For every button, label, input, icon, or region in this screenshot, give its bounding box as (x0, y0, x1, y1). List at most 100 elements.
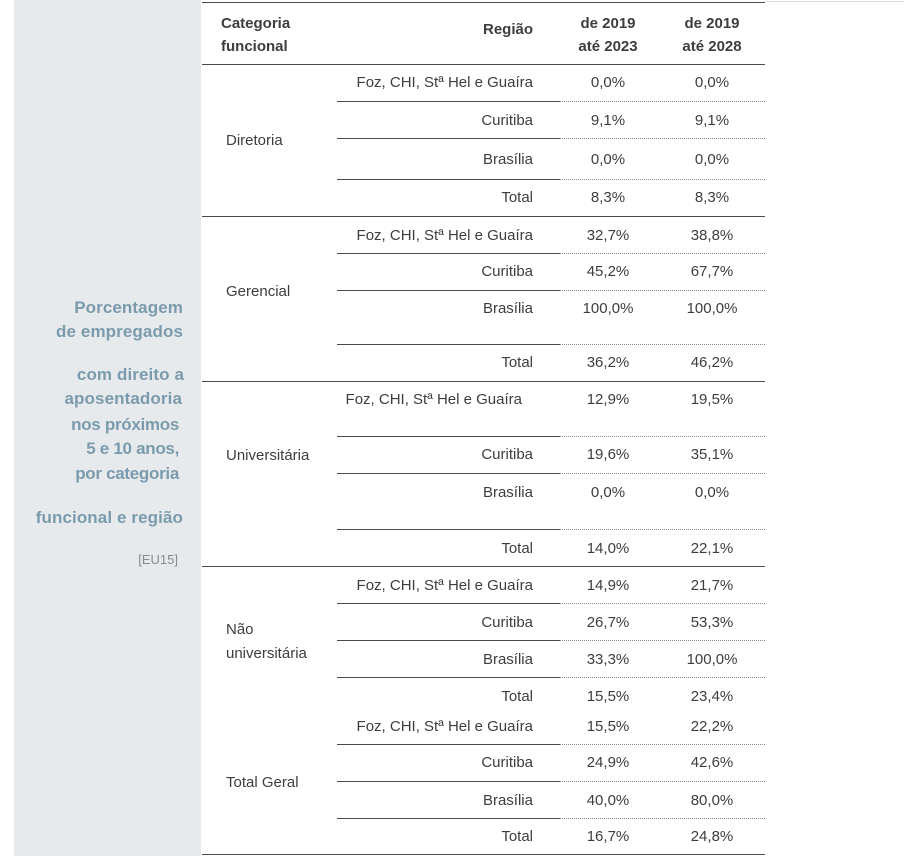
value-cell: 14,0% (586, 540, 630, 557)
sidebar-code: [EU15] (138, 552, 178, 567)
category-label: Não universitária (226, 621, 307, 662)
row-rule-dotted (560, 744, 765, 745)
region-cell: Foz, CHI, Stª Hel e Guaíra (356, 74, 533, 91)
region-cell: Foz, CHI, Stª Hel e Guaíra (356, 577, 533, 594)
region-cell: Brasília (482, 792, 533, 809)
region-cell: Curitiba (481, 263, 533, 280)
value-cell: 46,2% (690, 354, 734, 371)
header-bottom-rule (202, 64, 765, 65)
row-rule-dotted (560, 436, 765, 437)
row-rule (337, 529, 560, 530)
region-cell: Brasília (482, 151, 533, 168)
row-rule-dotted (560, 603, 765, 604)
group-rule (202, 381, 765, 382)
group-rule (202, 566, 765, 567)
value-cell: 36,2% (586, 354, 630, 371)
value-cell: 14,9% (586, 577, 630, 594)
value-cell: 32,7% (586, 227, 630, 244)
value-cell: 12,9% (586, 391, 630, 408)
value-cell: 0,0% (694, 484, 730, 501)
value-cell: 40,0% (586, 792, 630, 809)
sidebar-title-line: Porcentagem (74, 298, 183, 317)
row-rule (337, 179, 560, 180)
value-cell: 9,1% (694, 112, 730, 129)
value-cell: 22,2% (690, 718, 734, 735)
row-rule (337, 744, 560, 745)
value-cell: 24,9% (586, 754, 630, 771)
row-rule (337, 436, 560, 437)
category-label: Total Geral (226, 774, 299, 791)
row-rule-dotted (560, 138, 765, 139)
value-cell: 33,3% (586, 651, 630, 668)
row-rule (337, 344, 560, 345)
sidebar-title-line: por categoria (75, 464, 179, 483)
value-cell: 21,7% (690, 577, 734, 594)
region-cell: Foz, CHI, Stª Hel e Guaíra (345, 391, 522, 408)
region-cell: Brasília (482, 300, 533, 317)
value-cell: 0,0% (590, 484, 626, 501)
row-rule-dotted (560, 640, 765, 641)
value-cell: 19,5% (690, 391, 734, 408)
category-label: Gerencial (226, 283, 291, 300)
value-cell: 67,7% (690, 263, 734, 280)
row-rule (337, 818, 560, 819)
value-cell: 100,0% (686, 651, 738, 668)
row-rule (337, 101, 560, 102)
row-rule (337, 290, 560, 291)
row-rule (337, 781, 560, 782)
value-cell: 16,7% (586, 828, 630, 845)
value-cell: 42,6% (690, 754, 734, 771)
row-rule-dotted (560, 473, 765, 474)
region-cell: Curitiba (481, 754, 533, 771)
region-cell: Curitiba (481, 614, 533, 631)
header-period-2023: de 2019 até 2023 (578, 15, 638, 55)
row-rule-dotted (560, 818, 765, 819)
region-cell: Total (501, 688, 533, 705)
row-rule (337, 253, 560, 254)
sidebar-title-line: de empregados (56, 322, 183, 341)
group-rule (202, 216, 765, 217)
row-rule (337, 603, 560, 604)
row-rule-dotted (560, 179, 765, 180)
sidebar-title-line: com direito a (76, 365, 184, 384)
row-rule (337, 473, 560, 474)
region-cell: Total (501, 189, 533, 206)
value-cell: 0,0% (694, 151, 730, 168)
value-cell: 53,3% (690, 614, 734, 631)
value-cell: 23,4% (690, 688, 734, 705)
value-cell: 0,0% (590, 151, 626, 168)
value-cell: 22,1% (690, 540, 734, 557)
row-rule-dotted (560, 344, 765, 345)
row-rule-dotted (560, 101, 765, 102)
category-label: Universitária (226, 447, 310, 464)
row-rule-dotted (560, 781, 765, 782)
table-top-rule (202, 2, 765, 3)
top-rule (765, 1, 904, 2)
row-rule-dotted (560, 253, 765, 254)
header-region: Região (482, 21, 533, 38)
region-cell: Brasília (482, 651, 533, 668)
value-cell: 38,8% (690, 227, 734, 244)
sidebar-title-line: funcional e região (35, 508, 183, 527)
category-label: Diretoria (226, 132, 283, 149)
value-cell: 15,5% (586, 718, 630, 735)
value-cell: 35,1% (690, 446, 734, 463)
value-cell: 19,6% (586, 446, 630, 463)
row-rule-dotted (560, 290, 765, 291)
row-rule-dotted (560, 529, 765, 530)
region-cell: Curitiba (481, 112, 533, 129)
region-cell: Foz, CHI, Stª Hel e Guaíra (356, 227, 533, 244)
value-cell: 0,0% (694, 74, 730, 91)
table-bottom-rule (202, 854, 765, 855)
sidebar-title-line: aposentadoria (64, 389, 182, 408)
value-cell: 80,0% (690, 792, 734, 809)
header-period-2028: de 2019 até 2028 (682, 15, 742, 55)
row-rule-dotted (560, 677, 765, 678)
region-cell: Foz, CHI, Stª Hel e Guaíra (356, 718, 533, 735)
value-cell: 24,8% (690, 828, 734, 845)
header-category: Categoria funcional (221, 15, 291, 55)
region-cell: Brasília (482, 484, 533, 501)
region-cell: Total (501, 354, 533, 371)
value-cell: 0,0% (590, 74, 626, 91)
value-cell: 15,5% (586, 688, 630, 705)
